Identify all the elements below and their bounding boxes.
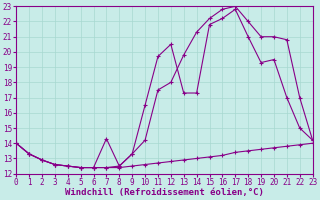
- X-axis label: Windchill (Refroidissement éolien,°C): Windchill (Refroidissement éolien,°C): [65, 188, 264, 197]
